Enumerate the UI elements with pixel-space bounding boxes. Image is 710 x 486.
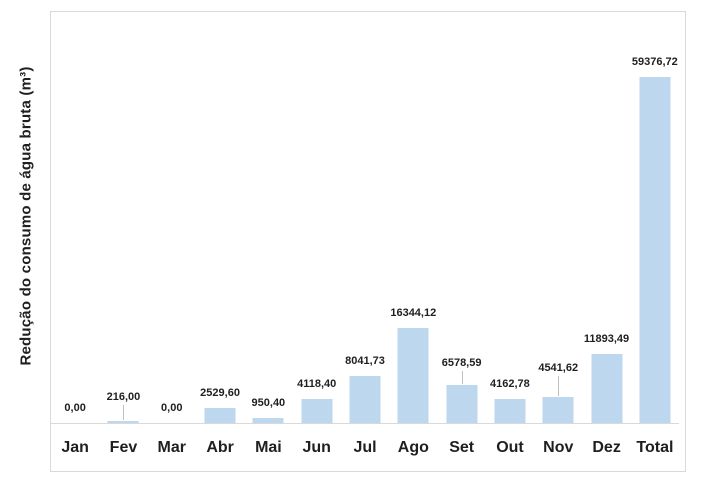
data-label-jul: 8041,73 xyxy=(345,355,385,368)
data-label-set: 6578,59 xyxy=(441,356,482,369)
x-axis-label-abr: Abr xyxy=(206,439,234,456)
bar-abr xyxy=(204,408,236,423)
data-label-out: 4162,78 xyxy=(490,377,530,390)
x-axis-labels: Jan Fev Mar Abr Mai Jun Jul Ago Set Out Nov Dez Tota… xyxy=(51,424,679,472)
bar-slot-mar: 0,00 xyxy=(148,12,196,423)
x-axis-label-set: Set xyxy=(449,439,475,456)
label-leader-line xyxy=(461,370,463,384)
bar-slot-jul: 8041,73 xyxy=(341,12,389,423)
x-axis-label-nov: Nov xyxy=(543,439,574,456)
data-label-jan: 0,00 xyxy=(64,402,86,414)
y-axis-title: Redução do consumo de água bruta (m³) xyxy=(17,66,35,366)
bar-dez xyxy=(591,353,623,423)
bar-slot-fev: 216,00 xyxy=(99,12,147,423)
bar-slot-nov: 4541,62 xyxy=(534,12,582,423)
bar-slot-mai: 950,40 xyxy=(244,12,292,423)
bar-slot-jun: 4118,40 xyxy=(293,12,341,423)
bar-slot-dez: 11893,49 xyxy=(582,12,630,423)
x-axis-label-jul: Jul xyxy=(353,439,377,456)
x-axis-label-mai: Mai xyxy=(255,439,282,456)
data-label-ago: 16344,12 xyxy=(390,306,437,319)
bar-slot-abr: 2529,60 xyxy=(196,12,244,423)
label-leader-line xyxy=(123,405,125,420)
data-label-mar: 0,00 xyxy=(161,402,183,414)
data-label-fev: 216,00 xyxy=(106,391,141,403)
data-label-jun: 4118,40 xyxy=(297,378,337,390)
x-axis-label-ago: Ago xyxy=(397,439,429,456)
bar-nov xyxy=(542,396,574,423)
bar-jul xyxy=(349,376,381,423)
bar-set xyxy=(446,384,478,423)
data-label-abr: 2529,60 xyxy=(200,387,240,400)
bar-mai xyxy=(252,417,284,423)
label-leader-line xyxy=(558,375,560,396)
data-label-total: 59376,72 xyxy=(631,56,678,68)
data-label-nov: 4541,62 xyxy=(538,361,579,374)
bar-slot-set: 6578,59 xyxy=(437,12,485,423)
bar-slot-total: 59376,72 xyxy=(631,12,679,423)
x-axis-label-dez: Dez xyxy=(592,439,621,456)
bar-slot-jan: 0,00 xyxy=(51,12,99,423)
bar-slot-ago: 16344,12 xyxy=(389,12,437,423)
x-axis-label-out: Out xyxy=(496,439,524,456)
bar-slot-out: 4162,78 xyxy=(486,12,534,423)
chart-frame: 0,00 216,00 0,00 2529,60 950,40 4118,40 8041,7… xyxy=(50,11,686,472)
bar-out xyxy=(494,398,526,423)
bar-fev xyxy=(107,421,139,423)
data-label-mai: 950,40 xyxy=(251,396,286,409)
x-axis-label-mar: Mar xyxy=(157,439,186,456)
x-axis-label-jan: Jan xyxy=(61,439,89,456)
plot-area: 0,00 216,00 0,00 2529,60 950,40 4118,40 8041,7… xyxy=(51,12,679,424)
bar-total xyxy=(639,77,671,423)
x-axis-label-total: Total xyxy=(636,439,674,456)
data-label-dez: 11893,49 xyxy=(583,332,630,345)
x-axis-label-jun: Jun xyxy=(302,439,331,456)
x-axis-label-fev: Fev xyxy=(109,439,138,456)
bar-jun xyxy=(301,399,333,423)
bar-ago xyxy=(397,327,429,423)
